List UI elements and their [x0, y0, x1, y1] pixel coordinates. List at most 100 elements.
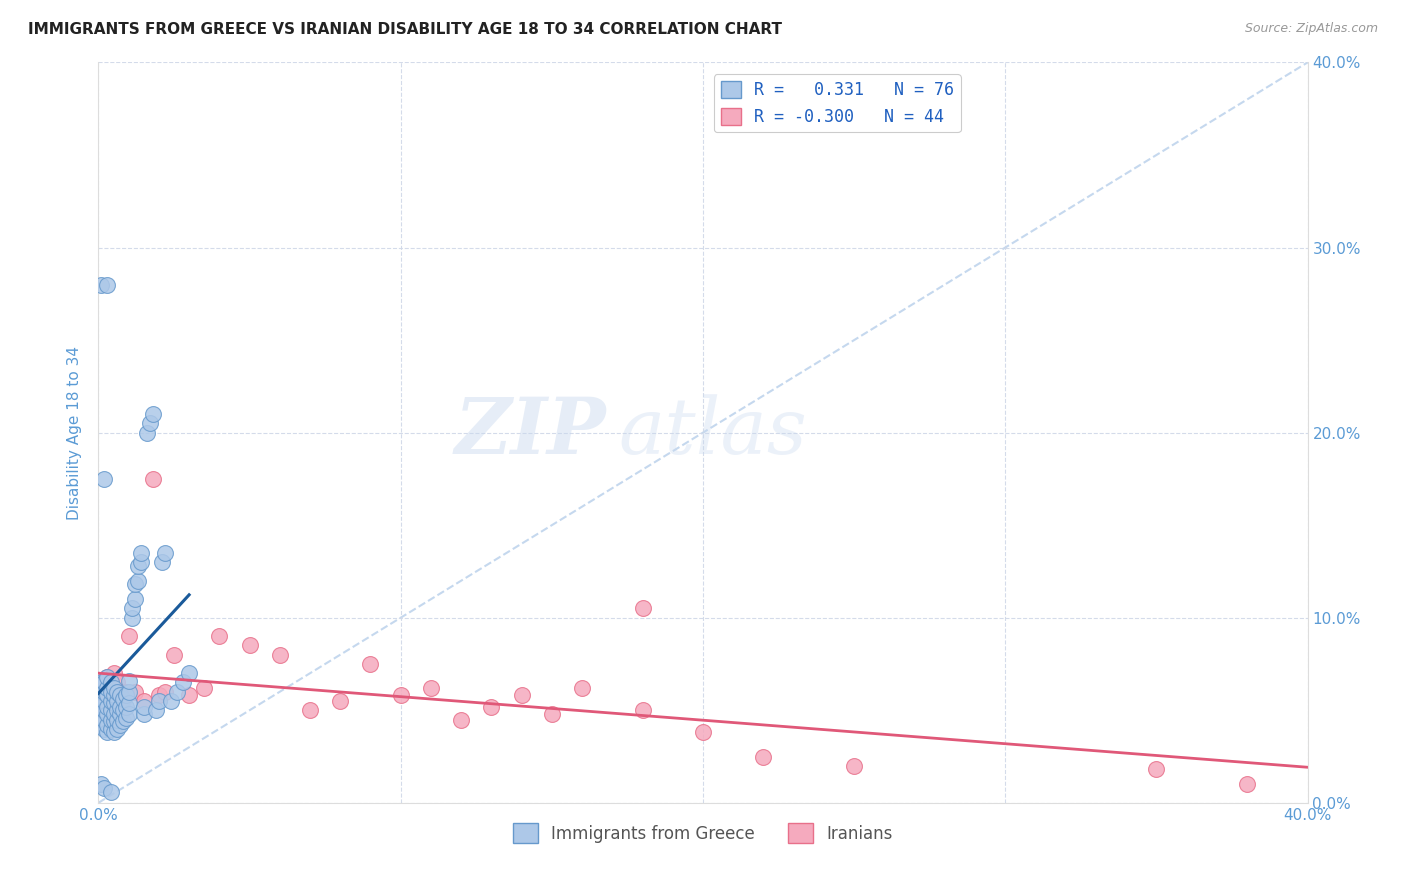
Point	[103, 725, 125, 739]
Point	[108, 706, 131, 721]
Point	[450, 713, 472, 727]
Point	[420, 681, 443, 695]
Point	[105, 713, 128, 727]
Point	[153, 546, 176, 560]
Point	[93, 685, 115, 699]
Point	[96, 699, 118, 714]
Point	[124, 685, 146, 699]
Point	[96, 718, 118, 732]
Point	[1236, 777, 1258, 791]
Point	[100, 675, 122, 690]
Point	[93, 780, 115, 795]
Point	[481, 699, 503, 714]
Point	[93, 694, 115, 708]
Point	[90, 694, 112, 708]
Text: IMMIGRANTS FROM GREECE VS IRANIAN DISABILITY AGE 18 TO 34 CORRELATION CHART: IMMIGRANTS FROM GREECE VS IRANIAN DISABI…	[28, 22, 782, 37]
Point	[179, 689, 201, 703]
Point	[844, 758, 866, 772]
Point	[172, 675, 194, 690]
Point	[135, 425, 157, 440]
Point	[90, 777, 112, 791]
Point	[90, 694, 112, 708]
Point	[160, 694, 183, 708]
Point	[100, 694, 122, 708]
Point	[114, 711, 136, 725]
Point	[145, 703, 167, 717]
Point	[142, 472, 165, 486]
Point	[121, 610, 143, 624]
Point	[108, 718, 131, 732]
Point	[111, 714, 134, 729]
Text: ZIP: ZIP	[454, 394, 606, 471]
Point	[132, 694, 155, 708]
Point	[96, 670, 118, 684]
Point	[299, 703, 322, 717]
Point	[103, 706, 125, 721]
Point	[105, 722, 128, 736]
Point	[93, 675, 115, 690]
Point	[389, 689, 412, 703]
Point	[692, 725, 714, 739]
Point	[118, 673, 141, 688]
Point	[1144, 763, 1167, 777]
Point	[96, 699, 118, 714]
Point	[114, 685, 136, 699]
Point	[105, 694, 128, 708]
Point	[93, 675, 115, 690]
Point	[163, 648, 186, 662]
Point	[103, 714, 125, 729]
Point	[121, 601, 143, 615]
Point	[93, 722, 115, 736]
Point	[540, 706, 562, 721]
Point	[96, 670, 118, 684]
Point	[118, 629, 141, 643]
Point	[114, 689, 136, 703]
Text: Source: ZipAtlas.com: Source: ZipAtlas.com	[1244, 22, 1378, 36]
Point	[127, 558, 149, 573]
Point	[124, 592, 146, 607]
Point	[208, 629, 231, 643]
Point	[124, 577, 146, 591]
Point	[111, 703, 134, 717]
Text: atlas: atlas	[619, 394, 807, 471]
Point	[105, 685, 128, 699]
Point	[108, 685, 131, 699]
Point	[127, 574, 149, 588]
Point	[105, 703, 128, 717]
Point	[103, 666, 125, 681]
Point	[103, 689, 125, 703]
Point	[90, 685, 112, 699]
Point	[118, 706, 141, 721]
Point	[148, 694, 170, 708]
Point	[96, 681, 118, 695]
Point	[510, 689, 533, 703]
Point	[269, 648, 291, 662]
Point	[100, 713, 122, 727]
Point	[96, 277, 118, 292]
Point	[90, 277, 112, 292]
Point	[142, 407, 165, 421]
Point	[105, 699, 128, 714]
Point	[93, 703, 115, 717]
Point	[90, 685, 112, 699]
Point	[360, 657, 382, 671]
Point	[100, 681, 122, 695]
Point	[93, 703, 115, 717]
Point	[96, 725, 118, 739]
Point	[96, 689, 118, 703]
Point	[103, 694, 125, 708]
Point	[111, 692, 134, 706]
Point	[752, 749, 775, 764]
Point	[631, 601, 654, 615]
Point	[105, 675, 128, 690]
Point	[329, 694, 352, 708]
Point	[118, 696, 141, 710]
Point	[129, 555, 152, 569]
Point	[132, 706, 155, 721]
Point	[90, 703, 112, 717]
Point	[193, 681, 215, 695]
Point	[114, 699, 136, 714]
Point	[93, 472, 115, 486]
Point	[103, 681, 125, 695]
Point	[118, 685, 141, 699]
